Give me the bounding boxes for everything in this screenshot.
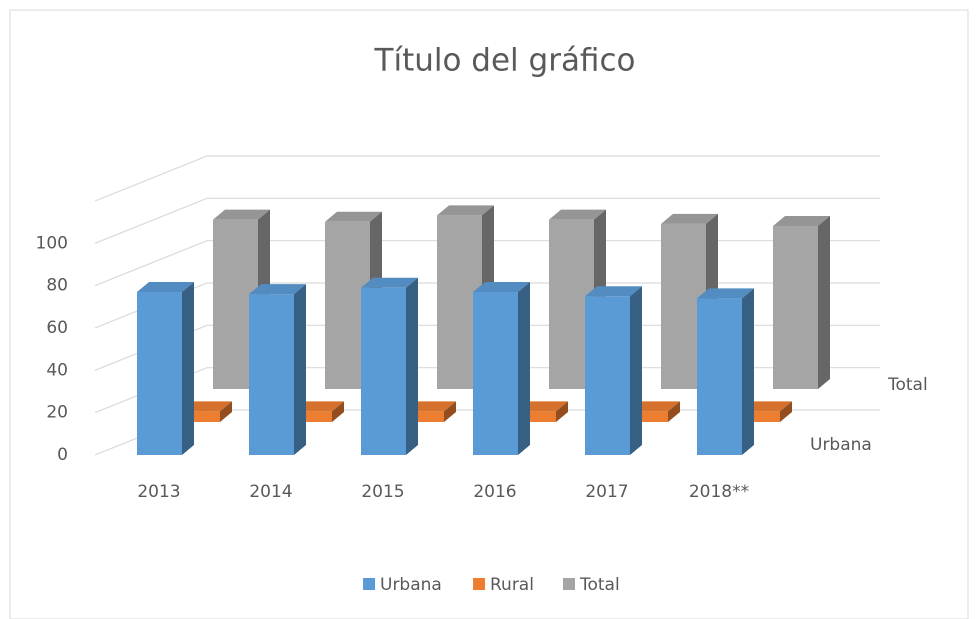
bar-top: [585, 286, 642, 297]
bar-top: [137, 282, 194, 293]
labels: 0 20 40 60 80 100 2013 2014 2015 2016 2017 2018** Ur…: [36, 233, 928, 595]
legend-swatch: [563, 578, 575, 590]
bar-side: [182, 282, 194, 455]
depth-axis-label: Urbana: [810, 435, 872, 455]
bar: [473, 282, 530, 455]
bar-side: [294, 284, 306, 455]
bar-top: [773, 216, 830, 227]
grid-line: [94, 282, 880, 329]
y-tick-label: 80: [46, 276, 68, 296]
bar-front: [697, 298, 742, 455]
bar: [773, 216, 830, 389]
x-tick-label: 2015: [361, 482, 404, 502]
bar-side: [630, 286, 642, 455]
y-tick-label: 40: [46, 360, 68, 380]
bar-side: [518, 282, 530, 455]
bar-top: [249, 284, 306, 295]
bars: [137, 205, 830, 455]
bar-top: [213, 209, 270, 220]
x-tick-label: 2017: [585, 482, 628, 502]
x-tick-label: 2013: [137, 482, 180, 502]
legend-label: Rural: [490, 575, 534, 595]
bar-top: [361, 277, 418, 288]
y-tick-label: 100: [36, 233, 68, 253]
grid-line: [94, 324, 880, 371]
bar-top: [697, 288, 754, 299]
bar-front: [773, 226, 818, 389]
legend-swatch: [363, 578, 375, 590]
depth-axis-label: Total: [887, 375, 928, 395]
bar-front: [137, 292, 182, 455]
bar-side: [406, 277, 418, 455]
legend-label: Urbana: [380, 575, 442, 595]
bar-side: [818, 216, 830, 389]
bar-side: [780, 401, 792, 422]
bar-top: [437, 205, 494, 216]
bar-side: [668, 401, 680, 422]
chart-title: Título del gráfico: [374, 43, 636, 79]
y-tick-label: 20: [46, 403, 68, 423]
bar-front: [361, 287, 406, 455]
bar-front: [287, 411, 332, 422]
bar-side: [742, 288, 754, 455]
bar: [137, 282, 194, 455]
bar-top: [473, 282, 530, 293]
bar-side: [332, 401, 344, 422]
bar: [585, 286, 642, 455]
bar-front: [175, 411, 220, 422]
bar-front: [399, 411, 444, 422]
y-tick-label: 0: [57, 445, 68, 465]
bar-front: [735, 411, 780, 422]
y-tick-label: 60: [46, 318, 68, 338]
x-tick-label: 2016: [473, 482, 516, 502]
x-tick-label: 2018**: [689, 482, 749, 502]
bar: [697, 288, 754, 455]
x-tick-label: 2014: [249, 482, 292, 502]
grid-line: [94, 155, 880, 202]
bar-front: [585, 296, 630, 455]
bar-front: [511, 411, 556, 422]
bar-front: [249, 294, 294, 455]
bar-top: [549, 209, 606, 220]
legend-swatch: [473, 578, 485, 590]
bar-front: [623, 411, 668, 422]
bar: [361, 277, 418, 455]
bar-front: [473, 292, 518, 455]
bar: [249, 284, 306, 455]
bar-side: [444, 401, 456, 422]
legend-label: Total: [579, 575, 620, 595]
bar-top: [661, 213, 718, 224]
bar-top: [325, 211, 382, 222]
bar-side: [220, 401, 232, 422]
grid-line: [94, 367, 880, 414]
grid-line: [94, 240, 880, 287]
bar-side: [556, 401, 568, 422]
grid-line: [94, 197, 880, 244]
